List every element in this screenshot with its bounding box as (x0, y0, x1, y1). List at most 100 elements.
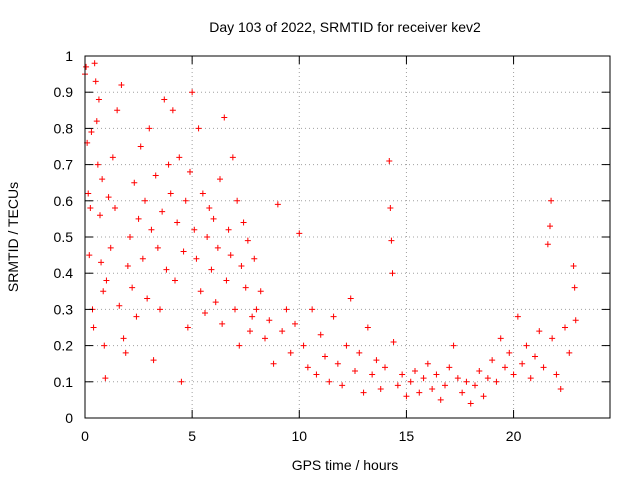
data-point (364, 324, 371, 331)
data-point (544, 241, 551, 248)
data-point (386, 157, 393, 164)
data-point (184, 324, 191, 331)
data-point (317, 331, 324, 338)
y-axis-label: SRMTID / TECUs (5, 182, 21, 292)
data-point (195, 125, 202, 132)
data-point (484, 375, 491, 382)
data-point (202, 310, 208, 317)
data-point (154, 244, 161, 251)
data-point (270, 360, 277, 367)
data-point (334, 360, 341, 367)
data-point (163, 266, 170, 273)
data-point (169, 107, 176, 114)
data-point (497, 335, 504, 342)
data-point (120, 335, 127, 342)
x-tick-label: 10 (291, 428, 307, 444)
data-point (109, 154, 116, 161)
data-point (292, 320, 298, 327)
data-point (527, 375, 534, 382)
data-point (129, 284, 136, 291)
data-point (191, 226, 198, 233)
data-point (429, 386, 436, 393)
data-point (174, 219, 181, 226)
data-point (122, 349, 129, 356)
data-point (309, 306, 316, 313)
data-point (389, 270, 396, 277)
data-point (157, 306, 163, 313)
data-point (102, 375, 109, 382)
data-point (133, 313, 140, 320)
data-point (223, 277, 230, 284)
data-point (118, 81, 125, 88)
data-point (172, 277, 178, 284)
x-tick-label: 5 (188, 428, 196, 444)
data-point (373, 357, 380, 364)
data-point (135, 215, 142, 222)
data-point (571, 284, 578, 291)
data-point (244, 237, 251, 244)
data-point (300, 342, 307, 349)
x-tick-label: 20 (506, 428, 522, 444)
y-tick-label: 0 (65, 410, 73, 426)
data-point (98, 259, 105, 266)
data-point (210, 215, 217, 222)
data-points (82, 60, 579, 407)
data-point (232, 306, 238, 313)
data-point (197, 288, 204, 295)
data-point (433, 371, 440, 378)
data-point (493, 378, 500, 385)
data-point (238, 262, 245, 269)
data-point (467, 400, 474, 407)
data-point (204, 234, 211, 240)
data-point (548, 197, 555, 204)
data-point (159, 208, 166, 215)
data-point (572, 317, 579, 324)
data-point (356, 349, 363, 356)
data-point (240, 219, 247, 226)
data-point (91, 60, 98, 67)
data-point (251, 255, 258, 262)
data-point (193, 255, 200, 262)
data-point (330, 313, 337, 320)
data-point (101, 342, 108, 349)
data-point (152, 172, 159, 179)
data-point (562, 324, 568, 331)
data-point (450, 342, 457, 349)
data-point (399, 371, 406, 378)
data-point (459, 389, 466, 396)
data-point (437, 396, 444, 403)
data-point (103, 277, 110, 284)
data-point (199, 190, 206, 197)
data-point (94, 161, 101, 168)
data-point (369, 371, 376, 378)
data-point (253, 306, 260, 313)
data-point (167, 190, 174, 197)
data-point (146, 125, 153, 132)
data-point (403, 393, 410, 400)
data-point (142, 197, 148, 204)
data-point (225, 226, 232, 233)
data-point (506, 349, 513, 356)
data-point (322, 353, 328, 360)
data-point (208, 266, 215, 273)
data-point (283, 306, 290, 313)
data-point (416, 389, 423, 396)
data-point (100, 288, 107, 295)
data-point (339, 382, 346, 389)
data-point (387, 205, 394, 212)
data-point (514, 313, 521, 320)
data-point (570, 262, 577, 269)
data-point (137, 143, 144, 150)
plot-frame (84, 55, 611, 419)
data-point (313, 371, 320, 378)
data-point (234, 197, 241, 204)
data-point (347, 295, 354, 302)
data-point (182, 197, 189, 204)
y-tick-label: 0.9 (54, 84, 74, 100)
data-point (97, 212, 103, 219)
y-tick-label: 1 (65, 48, 73, 64)
data-point (390, 338, 397, 345)
y-tick-label: 0.7 (54, 157, 74, 173)
